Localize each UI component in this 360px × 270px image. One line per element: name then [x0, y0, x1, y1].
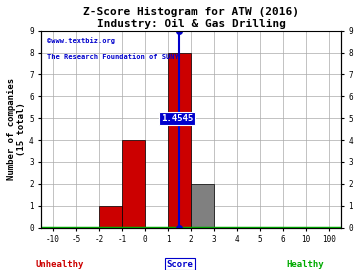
Title: Z-Score Histogram for ATW (2016)
Industry: Oil & Gas Drilling: Z-Score Histogram for ATW (2016) Industr…	[83, 7, 299, 29]
Text: Healthy: Healthy	[286, 260, 324, 269]
Text: Unhealthy: Unhealthy	[36, 260, 84, 269]
Bar	[191, 184, 214, 228]
Text: 1.4545: 1.4545	[161, 114, 193, 123]
Bar	[99, 206, 122, 228]
Bar	[168, 53, 191, 228]
Text: Score: Score	[167, 260, 193, 269]
Y-axis label: Number of companies
(15 total): Number of companies (15 total)	[7, 78, 26, 180]
Text: The Research Foundation of SUNY: The Research Foundation of SUNY	[48, 54, 179, 60]
Bar	[122, 140, 145, 228]
Text: ©www.textbiz.org: ©www.textbiz.org	[48, 37, 115, 43]
